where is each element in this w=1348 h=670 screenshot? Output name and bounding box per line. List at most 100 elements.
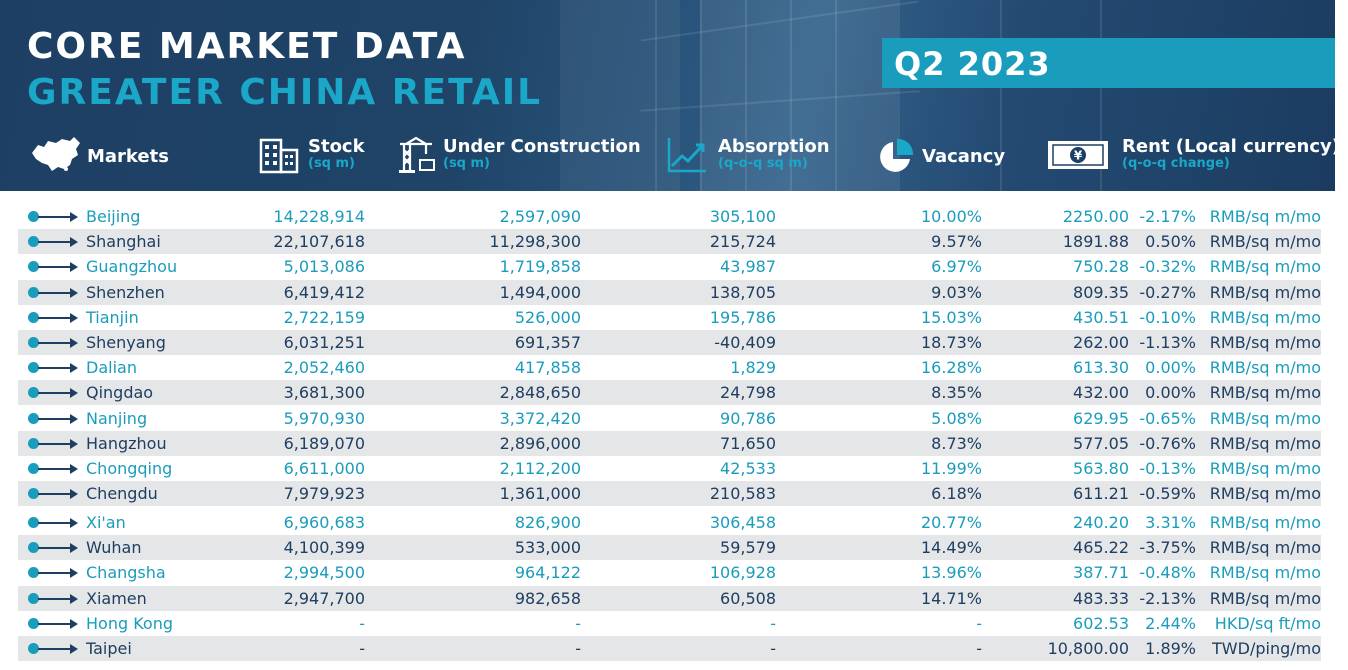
absorption-value: 42,533 — [720, 459, 776, 478]
absorption-value: 106,928 — [709, 563, 776, 582]
crane-icon — [399, 136, 435, 173]
col-header-absorption: Absorption — [718, 136, 830, 157]
market-name: Shenzhen — [86, 283, 165, 302]
rent-unit: HKD/sq ft/mo — [1214, 614, 1321, 633]
rent-unit: RMB/sq m/mo — [1209, 232, 1321, 251]
rent-change-value: -0.13% — [1139, 459, 1196, 478]
rent-unit: RMB/sq m/mo — [1209, 589, 1321, 608]
absorption-value: 305,100 — [709, 207, 776, 226]
bullet-dot-icon — [28, 517, 39, 528]
quarter-label: Q2 2023 — [894, 45, 1051, 83]
arrow-right-icon — [38, 572, 72, 574]
rent-unit: RMB/sq m/mo — [1209, 383, 1321, 402]
rent-value: 387.71 — [1073, 563, 1129, 582]
stock-value: 3,681,300 — [283, 383, 365, 402]
under-construction-value: 533,000 — [514, 538, 581, 557]
rent-value: 10,800.00 — [1047, 639, 1129, 658]
market-name: Hong Kong — [86, 614, 173, 633]
arrow-head-icon — [70, 338, 78, 348]
facade-line — [790, 0, 792, 191]
market-name: Qingdao — [86, 383, 154, 402]
rent-unit: RMB/sq m/mo — [1209, 358, 1321, 377]
absorption-value: 90,786 — [720, 409, 776, 428]
absorption-value: 215,724 — [709, 232, 776, 251]
stock-value: - — [359, 639, 365, 658]
table-row: Guangzhou 5,013,086 1,719,858 43,987 6.97% 75… — [18, 254, 1321, 279]
arrow-right-icon — [38, 493, 72, 495]
rent-unit: RMB/sq m/mo — [1209, 409, 1321, 428]
table-row: Dalian 2,052,460 417,858 1,829 16.28% 613.30 0… — [18, 355, 1321, 380]
stock-value: 6,611,000 — [283, 459, 365, 478]
under-construction-value: 2,112,200 — [499, 459, 581, 478]
rent-change-value: -0.76% — [1139, 434, 1196, 453]
market-name: Dalian — [86, 358, 137, 377]
bullet-dot-icon — [28, 362, 39, 373]
arrow-right-icon — [38, 443, 72, 445]
market-name: Chengdu — [86, 484, 158, 503]
bullet-dot-icon — [28, 643, 39, 654]
rent-value: 611.21 — [1073, 484, 1129, 503]
facade-line — [1100, 0, 1102, 191]
vacancy-value: 14.71% — [920, 589, 982, 608]
rent-unit: RMB/sq m/mo — [1209, 513, 1321, 532]
rent-change-value: -0.48% — [1139, 563, 1196, 582]
arrow-head-icon — [70, 489, 78, 499]
arrow-right-icon — [38, 317, 72, 319]
building-icon — [259, 138, 299, 174]
arrow-head-icon — [70, 594, 78, 604]
arrow-right-icon — [38, 522, 72, 524]
stock-value: 5,013,086 — [283, 257, 365, 276]
stock-value: 14,228,914 — [273, 207, 365, 226]
market-name: Wuhan — [86, 538, 142, 557]
rent-change-value: -0.65% — [1139, 409, 1196, 428]
vacancy-value: 9.03% — [931, 283, 982, 302]
vacancy-value: 6.18% — [931, 484, 982, 503]
arrow-head-icon — [70, 262, 78, 272]
yen-banknote-icon: ¥ — [1048, 141, 1108, 169]
arrow-head-icon — [70, 568, 78, 578]
page-title: CORE MARKET DATA — [27, 26, 467, 67]
col-sub-rent: (q-o-q change) — [1122, 156, 1230, 171]
arrow-right-icon — [38, 598, 72, 600]
rent-value: 613.30 — [1073, 358, 1129, 377]
vacancy-value: - — [976, 614, 982, 633]
table-row: Xi'an 6,960,683 826,900 306,458 20.77% 240.20… — [18, 510, 1321, 535]
bullet-dot-icon — [28, 312, 39, 323]
rent-change-value: 1.89% — [1145, 639, 1196, 658]
facade-line — [835, 0, 837, 191]
col-header-under-construction: Under Construction — [443, 136, 641, 157]
market-name: Chongqing — [86, 459, 173, 478]
table-row: Hangzhou 6,189,070 2,896,000 71,650 8.73% 577… — [18, 431, 1321, 456]
bullet-dot-icon — [28, 618, 39, 629]
arrow-right-icon — [38, 623, 72, 625]
bullet-dot-icon — [28, 236, 39, 247]
arrow-head-icon — [70, 518, 78, 528]
rent-unit: RMB/sq m/mo — [1209, 484, 1321, 503]
stock-value: 2,722,159 — [283, 308, 365, 327]
arrow-right-icon — [38, 241, 72, 243]
arrow-right-icon — [38, 468, 72, 470]
arrow-head-icon — [70, 439, 78, 449]
col-header-rent: Rent (Local currency) — [1122, 136, 1335, 157]
rent-change-value: 0.00% — [1145, 383, 1196, 402]
absorption-value: 59,579 — [720, 538, 776, 557]
market-name: Tianjin — [86, 308, 139, 327]
arrow-head-icon — [70, 644, 78, 654]
market-name: Hangzhou — [86, 434, 167, 453]
market-name: Changsha — [86, 563, 166, 582]
stock-value: 2,947,700 — [283, 589, 365, 608]
bullet-dot-icon — [28, 542, 39, 553]
under-construction-value: 1,361,000 — [499, 484, 581, 503]
vacancy-value: 9.57% — [931, 232, 982, 251]
rent-change-value: -0.27% — [1139, 283, 1196, 302]
arrow-right-icon — [38, 547, 72, 549]
absorption-value: 210,583 — [709, 484, 776, 503]
rent-change-value: -2.17% — [1139, 207, 1196, 226]
rent-unit: RMB/sq m/mo — [1209, 207, 1321, 226]
vacancy-value: 15.03% — [920, 308, 982, 327]
col-sub-stock: (sq m) — [308, 156, 355, 171]
rent-value: 629.95 — [1073, 409, 1129, 428]
vacancy-value: - — [976, 639, 982, 658]
under-construction-value: 417,858 — [514, 358, 581, 377]
absorption-value: 24,798 — [720, 383, 776, 402]
